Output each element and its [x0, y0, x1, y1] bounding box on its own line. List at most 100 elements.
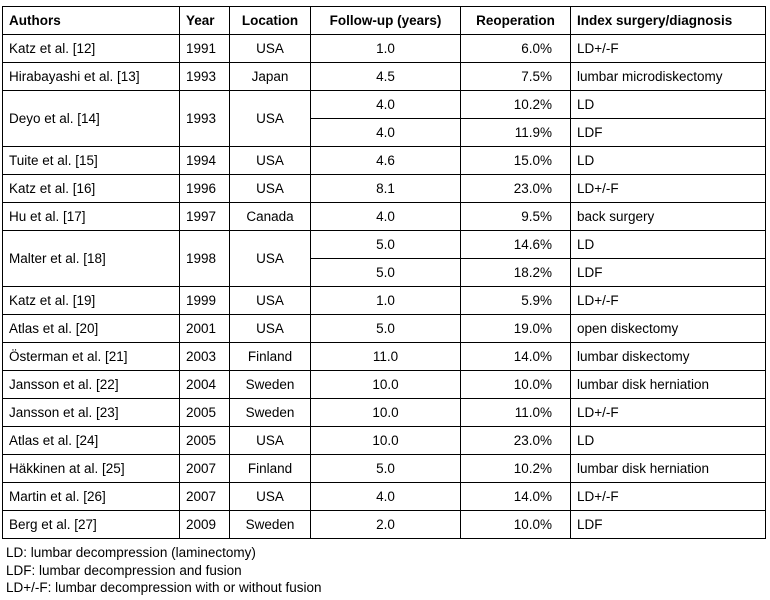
follow-up-cell: 4.0 [310, 118, 461, 147]
header-reoperation: Reoperation [460, 6, 571, 35]
location-cell: USA [229, 230, 311, 287]
follow-up-cell: 2.0 [310, 510, 461, 539]
header-location: Location [229, 6, 311, 35]
location-cell: Japan [229, 62, 311, 91]
author-cell: Katz et al. [19] [2, 286, 180, 315]
reoperation-cell: 19.0% [460, 314, 571, 343]
year-cell: 2007 [179, 454, 230, 483]
follow-up-cell: 10.0 [310, 398, 461, 427]
index-surgery-cell: lumbar disk herniation [570, 370, 766, 399]
follow-up-cell: 4.5 [310, 62, 461, 91]
reoperation-cell: 15.0% [460, 146, 571, 175]
year-cell: 2004 [179, 370, 230, 399]
author-cell: Atlas et al. [20] [2, 314, 180, 343]
location-cell: Finland [229, 454, 311, 483]
location-cell: USA [229, 314, 311, 343]
table-row: Jansson et al. [23] 2005 Sweden 10.0 11.0% LD… [2, 398, 766, 427]
footnote: LD: lumbar decompression (laminectomy) [6, 545, 256, 560]
index-surgery-cell: LD [570, 90, 766, 119]
index-surgery-cell: LD+/-F [570, 174, 766, 203]
author-cell: Katz et al. [16] [2, 174, 180, 203]
year-cell: 2005 [179, 426, 230, 455]
author-cell: Tuite et al. [15] [2, 146, 180, 175]
follow-up-cell: 4.6 [310, 146, 461, 175]
location-cell: USA [229, 286, 311, 315]
reoperation-cell: 23.0% [460, 426, 571, 455]
reoperation-cell: 9.5% [460, 202, 571, 231]
location-cell: USA [229, 90, 311, 147]
table-row: Jansson et al. [22] 2004 Sweden 10.0 10.0% lu… [2, 370, 766, 399]
location-cell: Sweden [229, 398, 311, 427]
reoperation-cell: 14.6% [460, 230, 571, 259]
follow-up-cell: 8.1 [310, 174, 461, 203]
reoperation-table: Authors Year Location Follow-up (years) … [2, 6, 766, 539]
reoperation-cell: 5.9% [460, 286, 571, 315]
year-cell: 2003 [179, 342, 230, 371]
reoperation-cell: 10.0% [460, 510, 571, 539]
reoperation-cell: 11.0% [460, 398, 571, 427]
author-cell: Martin et al. [26] [2, 482, 180, 511]
table-row: Österman et al. [21] 2003 Finland 11.0 14.0%… [2, 342, 766, 371]
follow-up-cell: 11.0 [310, 342, 461, 371]
year-cell: 1993 [179, 62, 230, 91]
index-surgery-cell: LD+/-F [570, 398, 766, 427]
year-cell: 1998 [179, 230, 230, 287]
year-cell: 1999 [179, 286, 230, 315]
table-row: Deyo et al. [14] 1993 USA 4.0 10.2% LD [2, 90, 766, 147]
reoperation-cell: 10.2% [460, 454, 571, 483]
table-row: Malter et al. [18] 1998 USA 5.0 14.6% LD [2, 230, 766, 287]
author-cell: Berg et al. [27] [2, 510, 180, 539]
author-cell: Atlas et al. [24] [2, 426, 180, 455]
header-authors: Authors [2, 6, 180, 35]
author-cell: Jansson et al. [23] [2, 398, 180, 427]
year-cell: 1997 [179, 202, 230, 231]
author-cell: Hirabayashi et al. [13] [2, 62, 180, 91]
author-cell: Deyo et al. [14] [2, 90, 180, 147]
table-row: Katz et al. [19] 1999 USA 1.0 5.9% LD+/-F [2, 286, 766, 315]
location-cell: USA [229, 482, 311, 511]
location-cell: Sweden [229, 510, 311, 539]
index-surgery-cell: LD [570, 230, 766, 259]
table-body: Katz et al. [12] 1991 USA 1.0 6.0% LD+/-F Hira… [2, 34, 766, 539]
table-row: Katz et al. [16] 1996 USA 8.1 23.0% LD+/-F [2, 174, 766, 203]
location-cell: Finland [229, 342, 311, 371]
location-cell: Canada [229, 202, 311, 231]
table-row: Häkkinen at al. [25] 2007 Finland 5.0 10.2% l… [2, 454, 766, 483]
header-year: Year [179, 6, 230, 35]
location-cell: USA [229, 146, 311, 175]
author-cell: Katz et al. [12] [2, 34, 180, 63]
reoperation-cell: 10.2% [460, 90, 571, 119]
follow-up-cell: 1.0 [310, 286, 461, 315]
year-cell: 1996 [179, 174, 230, 203]
reoperation-cell: 18.2% [460, 258, 571, 287]
footnotes: LD: lumbar decompression (laminectomy) L… [6, 544, 322, 597]
index-surgery-cell: open diskectomy [570, 314, 766, 343]
table-row: Atlas et al. [20] 2001 USA 5.0 19.0% open dis… [2, 314, 766, 343]
index-surgery-cell: LD+/-F [570, 482, 766, 511]
index-surgery-cell: LD [570, 426, 766, 455]
year-cell: 2007 [179, 482, 230, 511]
follow-up-cell: 5.0 [310, 258, 461, 287]
index-surgery-cell: LD+/-F [570, 286, 766, 315]
author-cell: Hu et al. [17] [2, 202, 180, 231]
follow-up-cell: 5.0 [310, 230, 461, 259]
year-cell: 2009 [179, 510, 230, 539]
index-surgery-cell: lumbar disk herniation [570, 454, 766, 483]
index-surgery-cell: back surgery [570, 202, 766, 231]
follow-up-cell: 10.0 [310, 370, 461, 399]
reoperation-cell: 7.5% [460, 62, 571, 91]
index-surgery-cell: LDF [570, 510, 766, 539]
follow-up-cell: 4.0 [310, 202, 461, 231]
reoperation-cell: 14.0% [460, 482, 571, 511]
follow-up-cell: 5.0 [310, 314, 461, 343]
author-cell: Malter et al. [18] [2, 230, 180, 287]
index-surgery-cell: LDF [570, 118, 766, 147]
table-row: 5.0 18.2% LDF [3, 258, 766, 287]
author-cell: Österman et al. [21] [2, 342, 180, 371]
reoperation-cell: 10.0% [460, 370, 571, 399]
follow-up-cell: 10.0 [310, 426, 461, 455]
table-row: Tuite et al. [15] 1994 USA 4.6 15.0% LD [2, 146, 766, 175]
footnote: LDF: lumbar decompression and fusion [6, 562, 242, 578]
index-surgery-cell: lumbar diskectomy [570, 342, 766, 371]
follow-up-cell: 4.0 [310, 482, 461, 511]
